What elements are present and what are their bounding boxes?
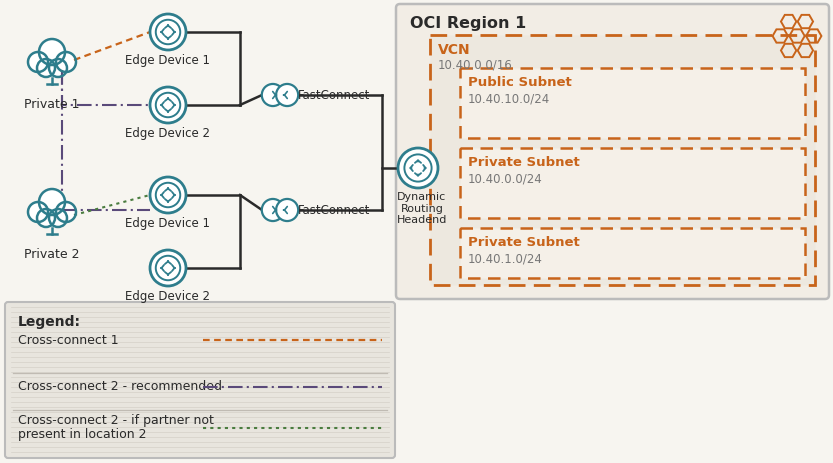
Text: 10.40.10.0/24: 10.40.10.0/24 — [468, 92, 551, 105]
Text: Private 2: Private 2 — [24, 248, 80, 261]
Circle shape — [37, 59, 55, 77]
Circle shape — [150, 177, 186, 213]
Circle shape — [262, 84, 284, 106]
Text: Dynamic
Routing
Headend: Dynamic Routing Headend — [397, 192, 447, 225]
Circle shape — [150, 14, 186, 50]
Text: Edge Device 2: Edge Device 2 — [126, 290, 211, 303]
Circle shape — [49, 59, 67, 77]
Text: FastConnect: FastConnect — [298, 89, 371, 102]
Circle shape — [28, 52, 48, 72]
Circle shape — [56, 202, 76, 222]
FancyBboxPatch shape — [460, 228, 805, 278]
Text: Cross-connect 2 - recommended: Cross-connect 2 - recommended — [18, 381, 222, 394]
Circle shape — [56, 52, 76, 72]
Text: Public Subnet: Public Subnet — [468, 76, 571, 89]
Circle shape — [28, 202, 48, 222]
Circle shape — [150, 250, 186, 286]
Text: Edge Device 2: Edge Device 2 — [126, 127, 211, 140]
Text: 10.40.0.0/24: 10.40.0.0/24 — [468, 172, 543, 185]
Text: OCI Region 1: OCI Region 1 — [410, 16, 526, 31]
Text: Edge Device 1: Edge Device 1 — [126, 54, 211, 67]
Text: Cross-connect 1: Cross-connect 1 — [18, 333, 118, 346]
FancyBboxPatch shape — [396, 4, 829, 299]
Circle shape — [276, 199, 298, 221]
Circle shape — [39, 39, 65, 65]
FancyBboxPatch shape — [460, 68, 805, 138]
Text: 10.40.1.0/24: 10.40.1.0/24 — [468, 252, 543, 265]
Circle shape — [276, 84, 298, 106]
FancyBboxPatch shape — [460, 148, 805, 218]
Text: Private Subnet: Private Subnet — [468, 236, 580, 249]
Text: present in location 2: present in location 2 — [18, 428, 147, 441]
Circle shape — [49, 209, 67, 227]
Text: 10.40.0.0/16: 10.40.0.0/16 — [438, 59, 513, 72]
Text: Edge Device 1: Edge Device 1 — [126, 217, 211, 230]
Circle shape — [398, 148, 438, 188]
Text: Private 1: Private 1 — [24, 98, 80, 111]
Circle shape — [39, 189, 65, 215]
Text: Private Subnet: Private Subnet — [468, 156, 580, 169]
Circle shape — [262, 199, 284, 221]
Text: Legend:: Legend: — [18, 315, 81, 329]
Circle shape — [37, 209, 55, 227]
Text: VCN: VCN — [438, 43, 471, 57]
Circle shape — [150, 87, 186, 123]
FancyBboxPatch shape — [430, 35, 815, 285]
Text: FastConnect: FastConnect — [298, 204, 371, 217]
FancyBboxPatch shape — [5, 302, 395, 458]
Text: Cross-connect 2 - if partner not: Cross-connect 2 - if partner not — [18, 414, 214, 427]
